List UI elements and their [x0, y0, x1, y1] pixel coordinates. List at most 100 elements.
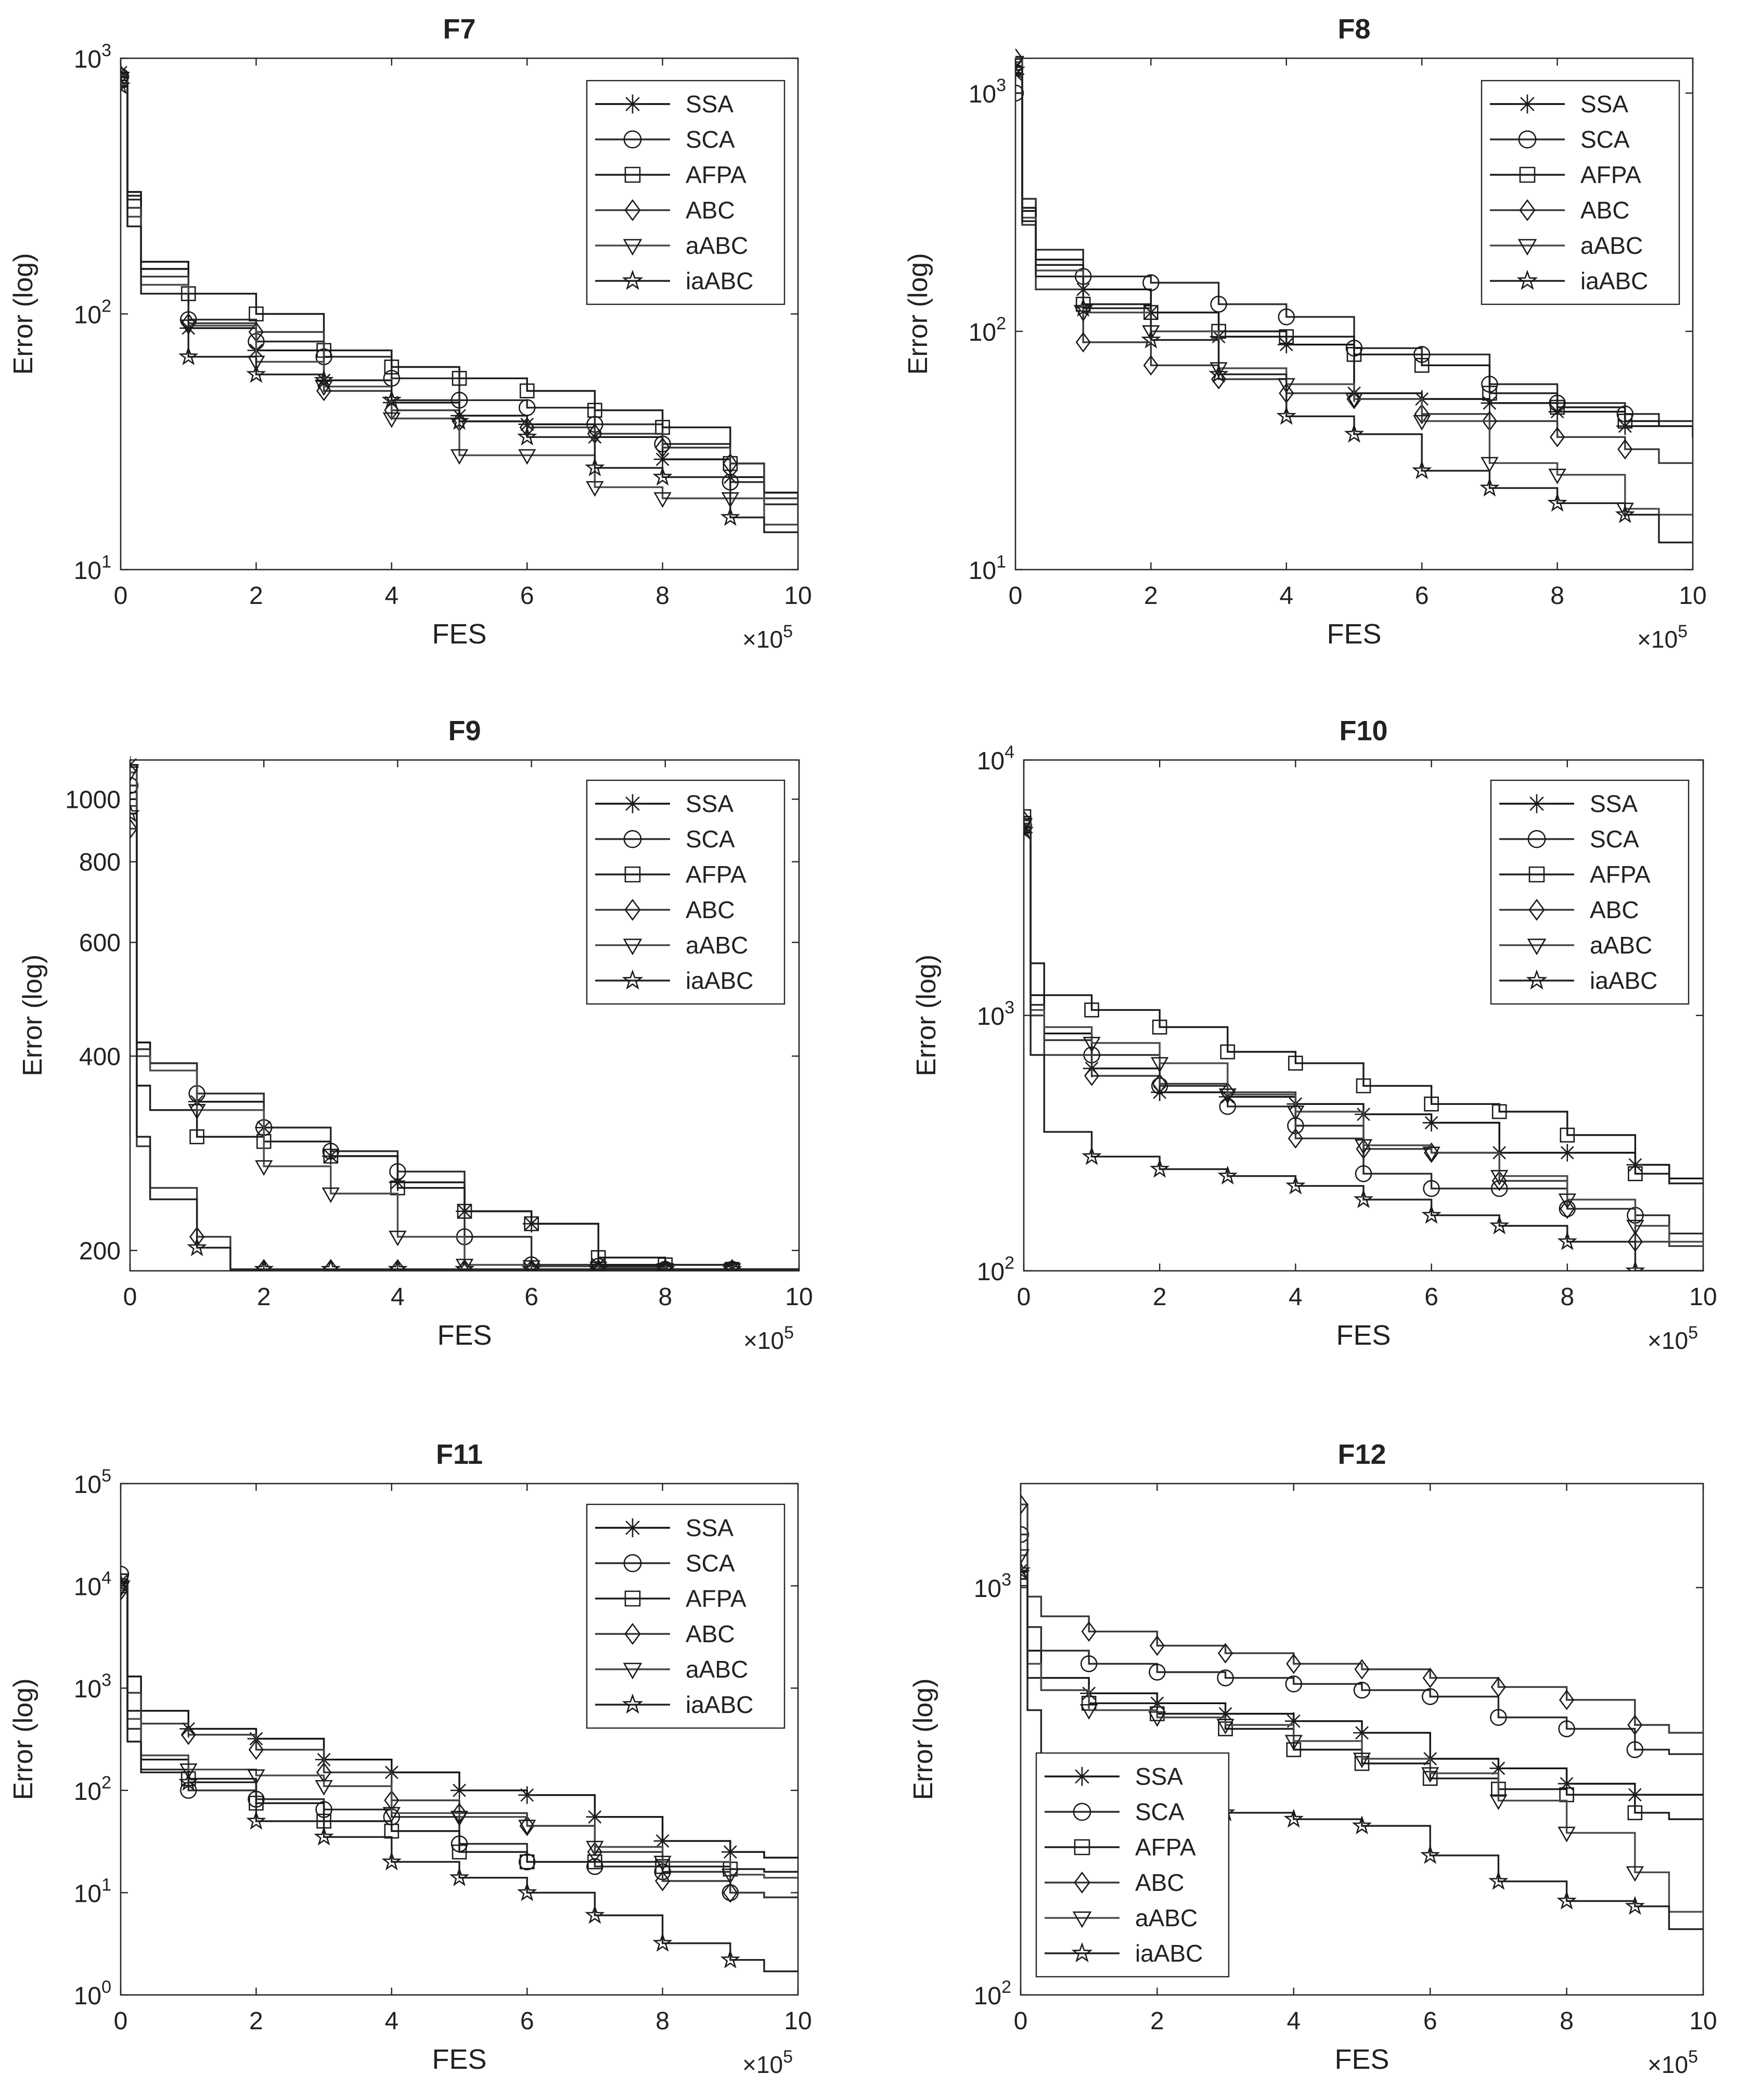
data-point-iaabc [521, 1258, 542, 1271]
data-point-ssa [451, 1781, 468, 1799]
x-exponent-label: ×105 [743, 1323, 794, 1354]
x-tick-label: 4 [384, 582, 398, 610]
data-point-iaabc [1073, 298, 1093, 317]
data-point-iaabc [1141, 329, 1161, 349]
legend-marker-iaabc [622, 269, 644, 290]
x-exponent-label: ×105 [1648, 1323, 1698, 1354]
data-point-abc [1152, 1073, 1167, 1094]
data-point-iaabc [253, 1258, 274, 1271]
series-line-sca [1015, 92, 1693, 422]
legend-label-ssa: SSA [686, 91, 734, 118]
data-point-abc [1217, 1643, 1233, 1664]
data-point-afpa [256, 1134, 272, 1149]
legend-label-iaabc: iaABC [686, 1691, 753, 1718]
legend-marker-iaabc [1071, 1942, 1093, 1963]
x-tick-label: 10 [1689, 2007, 1717, 2035]
data-point-iaabc [585, 1904, 605, 1924]
data-point-abc [1560, 1198, 1575, 1219]
chart-panel-f9: F9 0 2 4 6 8 10 ×105 FES 200 400 600 800 1000 Error (l… [18, 715, 813, 1354]
legend-label-sca: SCA [1135, 1798, 1185, 1825]
data-point-aabc [389, 1230, 407, 1246]
data-point-sca [1285, 1675, 1303, 1693]
data-point-abc [1084, 1065, 1100, 1086]
legend-label-abc: ABC [686, 1620, 735, 1647]
series-line-iaabc [130, 813, 799, 1270]
data-point-iaabc [388, 1258, 408, 1271]
legend-marker-ssa [1527, 794, 1547, 814]
y-axis-label: Error (log) [908, 1678, 938, 1800]
series-line-aabc [121, 1587, 798, 1879]
legend-marker-ssa [623, 1518, 642, 1538]
data-point-iaabc [381, 390, 402, 409]
x-tick-label: 2 [249, 582, 263, 610]
x-tick-label: 4 [384, 2007, 398, 2035]
data-point-iaabc [1352, 1815, 1372, 1835]
series-line-sca [1021, 1534, 1703, 1755]
data-point-abc [1211, 369, 1227, 390]
data-point-afpa [1482, 385, 1497, 401]
data-point-afpa [457, 1204, 472, 1219]
series-group [1015, 48, 1693, 544]
data-point-iaabc [121, 75, 131, 95]
legend-marker-ssa [623, 794, 642, 814]
legend-marker-aabc [623, 938, 642, 956]
legend-box [586, 779, 786, 1005]
y-axis-label: Error (log) [911, 955, 942, 1076]
x-tick-label: 6 [1423, 2007, 1437, 2035]
data-point-afpa [1617, 414, 1633, 429]
series-line-sca [121, 1573, 798, 1899]
data-point-abc [130, 818, 138, 839]
data-point-iaabc [1024, 820, 1034, 839]
x-tick-label: 6 [524, 1283, 538, 1311]
data-point-aabc [1558, 1826, 1576, 1843]
data-point-afpa [384, 1823, 400, 1839]
data-point-afpa [1491, 1104, 1507, 1119]
data-point-iaabc [1625, 1260, 1645, 1271]
legend-box [1481, 80, 1680, 305]
data-point-abc [654, 1871, 671, 1891]
data-point-sca [1421, 1688, 1439, 1705]
data-point-iaabc [1421, 1205, 1442, 1224]
data-point-iaabc [720, 1949, 741, 1969]
data-point-iaabc [187, 1237, 207, 1256]
data-point-abc [1143, 355, 1159, 376]
legend-label-aabc: aABC [686, 932, 748, 959]
data-point-abc [1617, 439, 1633, 460]
y-tick-label: 103 [977, 998, 1014, 1030]
data-point-iaabc [449, 1867, 470, 1887]
data-point-aabc [1021, 1549, 1030, 1565]
data-point-iaabc [655, 1258, 676, 1271]
legend-label-aabc: aABC [1135, 1904, 1198, 1931]
data-point-ssa [518, 1786, 536, 1804]
x-tick-label: 4 [1279, 582, 1293, 610]
data-point-sca [1149, 1664, 1166, 1681]
legend-marker-afpa [1528, 866, 1545, 883]
data-point-afpa [587, 1854, 602, 1870]
data-point-abc [654, 437, 671, 458]
plot-frame [1014, 57, 1694, 571]
data-point-iaabc [1082, 1146, 1102, 1165]
data-point-afpa [1356, 1078, 1371, 1093]
data-point-aabc [1481, 457, 1499, 473]
data-point-ssa [1422, 1114, 1440, 1132]
data-point-aabc [1286, 1105, 1305, 1122]
data-point-iaabc [178, 1772, 199, 1791]
y-tick-label: 103 [74, 41, 111, 73]
data-point-abc [1015, 48, 1023, 69]
x-axis-label: FES [1336, 1320, 1391, 1351]
series-group [1024, 809, 1703, 1271]
legend-label-afpa: AFPA [686, 161, 747, 188]
x-axis-label: FES [437, 1320, 492, 1351]
legend: SSA SCA AFPA ABC aABC iaABC [586, 1503, 786, 1729]
data-point-aabc [1489, 1794, 1508, 1810]
legend-label-iaabc: iaABC [1135, 1940, 1203, 1967]
data-point-ssa [1558, 1775, 1576, 1793]
data-point-aabc [450, 449, 469, 465]
data-point-sca [1080, 1655, 1098, 1672]
data-point-afpa [1279, 329, 1294, 344]
data-point-aabc [315, 1780, 333, 1796]
data-point-afpa [384, 359, 400, 375]
data-point-ssa [586, 1808, 604, 1826]
data-point-aabc [1353, 1753, 1371, 1769]
data-point-afpa [181, 286, 196, 301]
